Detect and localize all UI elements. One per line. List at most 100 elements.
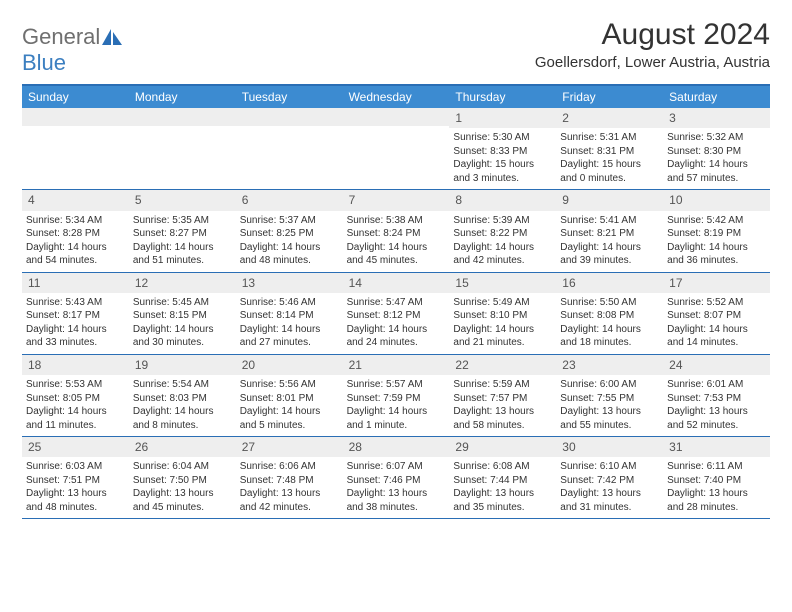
day-number: 16: [556, 273, 663, 293]
daylight: Daylight: 15 hours and 0 minutes.: [560, 158, 659, 185]
sunrise: Sunrise: 6:01 AM: [667, 378, 766, 392]
daylight: Daylight: 14 hours and 8 minutes.: [133, 405, 232, 432]
sunrise: Sunrise: 5:34 AM: [26, 214, 125, 228]
week-row: 11Sunrise: 5:43 AMSunset: 8:17 PMDayligh…: [22, 273, 770, 355]
day-info: Sunrise: 5:38 AMSunset: 8:24 PMDaylight:…: [347, 214, 446, 268]
sunrise: Sunrise: 5:46 AM: [240, 296, 339, 310]
day-cell: 16Sunrise: 5:50 AMSunset: 8:08 PMDayligh…: [556, 273, 663, 354]
sunset: Sunset: 8:07 PM: [667, 309, 766, 323]
sunrise: Sunrise: 5:38 AM: [347, 214, 446, 228]
day-cell: 24 Sunrise: 6:01 AMSunset: 7:53 PMDayligh…: [663, 355, 770, 436]
day-cell: 1Sunrise: 5:30 AMSunset: 8:33 PMDaylight…: [449, 108, 556, 189]
day-number: 4: [22, 190, 129, 210]
sunset: Sunset: 8:33 PM: [453, 145, 552, 159]
daylight: Daylight: 14 hours and 14 minutes.: [667, 323, 766, 350]
page: General Blue August 2024 Goellersdorf, L…: [0, 0, 792, 529]
sunset: Sunset: 8:08 PM: [560, 309, 659, 323]
day-number: 3: [663, 108, 770, 128]
day-cell: 6Sunrise: 5:37 AMSunset: 8:25 PMDaylight…: [236, 190, 343, 271]
day-cell: 13Sunrise: 5:46 AMSunset: 8:14 PMDayligh…: [236, 273, 343, 354]
header: General Blue August 2024 Goellersdorf, L…: [22, 18, 770, 76]
logo-sail-icon: [102, 29, 122, 50]
sunset: Sunset: 7:46 PM: [347, 474, 446, 488]
day-number: 30: [556, 437, 663, 457]
day-number: 12: [129, 273, 236, 293]
daylight: Daylight: 14 hours and 45 minutes.: [347, 241, 446, 268]
weekday-thu: Thursday: [449, 86, 556, 108]
day-number: 24: [663, 355, 770, 375]
calendar: Sunday Monday Tuesday Wednesday Thursday…: [22, 84, 770, 519]
sunrise: Sunrise: 5:45 AM: [133, 296, 232, 310]
day-cell: 10Sunrise: 5:42 AMSunset: 8:19 PMDayligh…: [663, 190, 770, 271]
day-number: [129, 108, 236, 126]
day-number: 15: [449, 273, 556, 293]
sunset: Sunset: 8:31 PM: [560, 145, 659, 159]
daylight: Daylight: 13 hours and 45 minutes.: [133, 487, 232, 514]
sunrise: Sunrise: 5:47 AM: [347, 296, 446, 310]
sunrise: Sunrise: 6:06 AM: [240, 460, 339, 474]
day-cell: 11Sunrise: 5:43 AMSunset: 8:17 PMDayligh…: [22, 273, 129, 354]
daylight: Daylight: 13 hours and 58 minutes.: [453, 405, 552, 432]
day-cell: 3Sunrise: 5:32 AMSunset: 8:30 PMDaylight…: [663, 108, 770, 189]
weekday-sun: Sunday: [22, 86, 129, 108]
day-info: Sunrise: 6:01 AMSunset: 7:53 PMDaylight:…: [667, 378, 766, 432]
sunset: Sunset: 8:25 PM: [240, 227, 339, 241]
title-block: August 2024 Goellersdorf, Lower Austria,…: [535, 18, 770, 71]
day-number: 21: [343, 355, 450, 375]
day-cell: 18Sunrise: 5:53 AMSunset: 8:05 PMDayligh…: [22, 355, 129, 436]
day-cell: 7Sunrise: 5:38 AMSunset: 8:24 PMDaylight…: [343, 190, 450, 271]
day-info: Sunrise: 5:49 AMSunset: 8:10 PMDaylight:…: [453, 296, 552, 350]
daylight: Daylight: 13 hours and 52 minutes.: [667, 405, 766, 432]
daylight: Daylight: 13 hours and 42 minutes.: [240, 487, 339, 514]
day-number: 27: [236, 437, 343, 457]
daylight: Daylight: 13 hours and 28 minutes.: [667, 487, 766, 514]
day-info: Sunrise: 6:11 AMSunset: 7:40 PMDaylight:…: [667, 460, 766, 514]
weekday-wed: Wednesday: [343, 86, 450, 108]
sunset: Sunset: 8:14 PM: [240, 309, 339, 323]
sunset: Sunset: 8:22 PM: [453, 227, 552, 241]
daylight: Daylight: 14 hours and 24 minutes.: [347, 323, 446, 350]
daylight: Daylight: 13 hours and 31 minutes.: [560, 487, 659, 514]
day-info: Sunrise: 5:30 AMSunset: 8:33 PMDaylight:…: [453, 131, 552, 185]
sunset: Sunset: 7:51 PM: [26, 474, 125, 488]
sunset: Sunset: 8:19 PM: [667, 227, 766, 241]
weeks-container: 1Sunrise: 5:30 AMSunset: 8:33 PMDaylight…: [22, 108, 770, 519]
day-number: 29: [449, 437, 556, 457]
day-cell: 19Sunrise: 5:54 AMSunset: 8:03 PMDayligh…: [129, 355, 236, 436]
sunset: Sunset: 8:17 PM: [26, 309, 125, 323]
daylight: Daylight: 14 hours and 33 minutes.: [26, 323, 125, 350]
sunrise: Sunrise: 5:57 AM: [347, 378, 446, 392]
sunset: Sunset: 7:48 PM: [240, 474, 339, 488]
day-cell: 14Sunrise: 5:47 AMSunset: 8:12 PMDayligh…: [343, 273, 450, 354]
sunrise: Sunrise: 6:10 AM: [560, 460, 659, 474]
day-number: 20: [236, 355, 343, 375]
month-title: August 2024: [535, 18, 770, 52]
day-number: 22: [449, 355, 556, 375]
day-cell: 9Sunrise: 5:41 AMSunset: 8:21 PMDaylight…: [556, 190, 663, 271]
day-number: 31: [663, 437, 770, 457]
daylight: Daylight: 14 hours and 21 minutes.: [453, 323, 552, 350]
day-cell: [22, 108, 129, 189]
sunrise: Sunrise: 5:35 AM: [133, 214, 232, 228]
day-info: Sunrise: 5:35 AMSunset: 8:27 PMDaylight:…: [133, 214, 232, 268]
day-number: [22, 108, 129, 126]
sunrise: Sunrise: 5:53 AM: [26, 378, 125, 392]
week-row: 1Sunrise: 5:30 AMSunset: 8:33 PMDaylight…: [22, 108, 770, 190]
day-cell: [343, 108, 450, 189]
sunrise: Sunrise: 5:59 AM: [453, 378, 552, 392]
daylight: Daylight: 13 hours and 35 minutes.: [453, 487, 552, 514]
weekday-tue: Tuesday: [236, 86, 343, 108]
day-info: Sunrise: 5:37 AMSunset: 8:25 PMDaylight:…: [240, 214, 339, 268]
weekday-sat: Saturday: [663, 86, 770, 108]
day-number: 18: [22, 355, 129, 375]
weekday-row: Sunday Monday Tuesday Wednesday Thursday…: [22, 86, 770, 108]
sunrise: Sunrise: 6:08 AM: [453, 460, 552, 474]
day-number: 10: [663, 190, 770, 210]
sunset: Sunset: 7:55 PM: [560, 392, 659, 406]
daylight: Daylight: 15 hours and 3 minutes.: [453, 158, 552, 185]
day-cell: 5Sunrise: 5:35 AMSunset: 8:27 PMDaylight…: [129, 190, 236, 271]
sunrise: Sunrise: 6:04 AM: [133, 460, 232, 474]
sunrise: Sunrise: 6:00 AM: [560, 378, 659, 392]
day-cell: 29Sunrise: 6:08 AMSunset: 7:44 PMDayligh…: [449, 437, 556, 518]
daylight: Daylight: 14 hours and 54 minutes.: [26, 241, 125, 268]
